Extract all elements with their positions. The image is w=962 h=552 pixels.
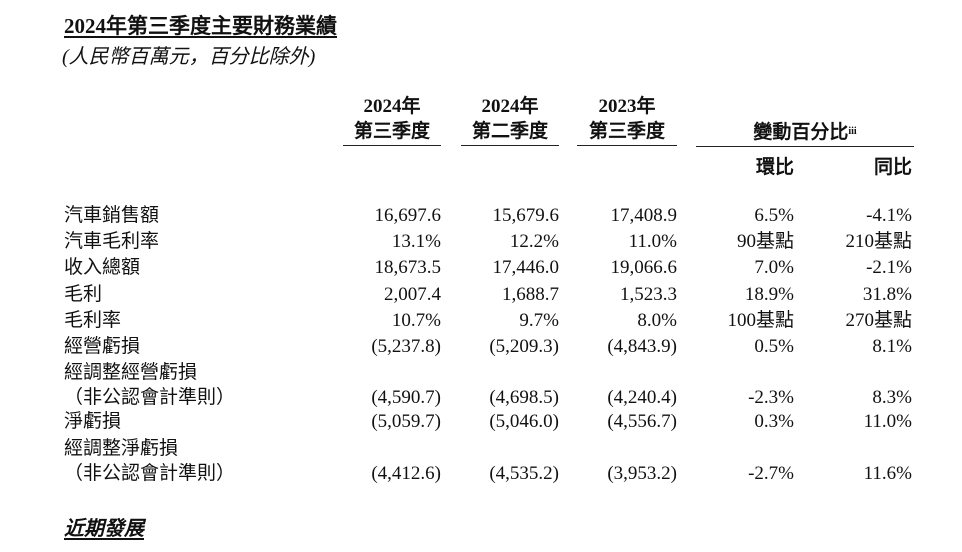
cell-q3-2024: 10.7% <box>391 310 441 331</box>
cell-q2-2024: 12.2% <box>509 231 559 252</box>
page-subtitle: (人民幣百萬元，百分比除外) <box>62 46 316 68</box>
column-header-change: 變動百分比iii <box>696 120 914 147</box>
row-label: 經調整經營虧損 <box>64 362 198 383</box>
cell-q3-2024: 13.1% <box>391 231 441 252</box>
row-label: 汽車毛利率 <box>64 231 160 252</box>
footnote-marker: iii <box>848 126 857 137</box>
cell-yoy: 8.1% <box>872 336 912 357</box>
cell-q3-2024: (5,237.8) <box>371 336 441 357</box>
column-header-year: 2023年 <box>598 96 656 117</box>
column-header-quarter: 第三季度 <box>577 119 677 146</box>
cell-q3-2024: (5,059.7) <box>371 411 441 432</box>
row-label: 經營虧損 <box>64 336 141 357</box>
section-heading-recent-developments: 近期發展 <box>64 518 144 540</box>
cell-q3-2024: (4,590.7) <box>371 387 441 408</box>
row-label-note: （非公認會計準則） <box>64 387 236 408</box>
cell-qoq: 7.0% <box>754 257 794 278</box>
cell-q3-2023: (4,843.9) <box>607 336 677 357</box>
cell-yoy: 210基點 <box>845 231 912 252</box>
column-header-quarter: 第三季度 <box>343 119 441 146</box>
row-label: 汽車銷售額 <box>64 205 160 226</box>
column-header-yoy: 同比 <box>873 157 912 178</box>
cell-q2-2024: 17,446.0 <box>492 257 560 278</box>
cell-qoq: 6.5% <box>754 205 794 226</box>
cell-yoy: 11.0% <box>863 411 912 432</box>
cell-qoq: 0.5% <box>754 336 794 357</box>
cell-q3-2024: 18,673.5 <box>374 257 442 278</box>
cell-q3-2023: (4,556.7) <box>607 411 677 432</box>
row-label: 經調整淨虧損 <box>64 438 179 459</box>
cell-q3-2024: (4,412.6) <box>371 463 441 484</box>
page-title: 2024年第三季度主要財務業績 <box>64 14 337 38</box>
cell-q2-2024: (5,046.0) <box>489 411 559 432</box>
column-header-year: 2024年 <box>481 96 539 117</box>
row-label: 收入總額 <box>64 257 141 278</box>
cell-q3-2023: 17,408.9 <box>610 205 678 226</box>
cell-q3-2023: 19,066.6 <box>610 257 678 278</box>
cell-yoy: 8.3% <box>872 387 912 408</box>
cell-q3-2023: (4,240.4) <box>607 387 677 408</box>
cell-q2-2024: (5,209.3) <box>489 336 559 357</box>
cell-q2-2024: (4,698.5) <box>489 387 559 408</box>
column-header-qoq: 環比 <box>755 157 794 178</box>
cell-yoy: -4.1% <box>866 205 912 226</box>
cell-q3-2024: 16,697.6 <box>374 205 442 226</box>
column-header-quarter: 第二季度 <box>461 119 559 146</box>
row-label: 淨虧損 <box>64 411 122 432</box>
column-header-q3-2023: 2023年 第三季度 <box>577 94 677 146</box>
cell-qoq: 18.9% <box>744 284 794 305</box>
cell-q3-2023: (3,953.2) <box>607 463 677 484</box>
cell-q2-2024: 1,688.7 <box>502 284 559 305</box>
cell-q3-2023: 11.0% <box>628 231 677 252</box>
cell-q3-2024: 2,007.4 <box>384 284 441 305</box>
column-header-year: 2024年 <box>363 96 421 117</box>
cell-qoq: -2.3% <box>748 387 794 408</box>
cell-qoq: 100基點 <box>727 310 794 331</box>
cell-q3-2023: 1,523.3 <box>620 284 677 305</box>
cell-qoq: 0.3% <box>754 411 794 432</box>
row-label-note: （非公認會計準則） <box>64 463 236 484</box>
column-header-q2-2024: 2024年 第二季度 <box>461 94 559 146</box>
cell-qoq: 90基點 <box>736 231 794 252</box>
cell-q3-2023: 8.0% <box>637 310 677 331</box>
row-label: 毛利率 <box>64 310 122 331</box>
cell-yoy: 270基點 <box>845 310 912 331</box>
column-header-q3-2024: 2024年 第三季度 <box>343 94 441 146</box>
cell-yoy: -2.1% <box>866 257 912 278</box>
cell-q2-2024: 9.7% <box>519 310 559 331</box>
cell-q2-2024: 15,679.6 <box>492 205 560 226</box>
cell-q2-2024: (4,535.2) <box>489 463 559 484</box>
cell-yoy: 31.8% <box>862 284 912 305</box>
cell-qoq: -2.7% <box>748 463 794 484</box>
cell-yoy: 11.6% <box>863 463 912 484</box>
change-label: 變動百分比 <box>753 122 849 143</box>
row-label: 毛利 <box>64 284 103 305</box>
